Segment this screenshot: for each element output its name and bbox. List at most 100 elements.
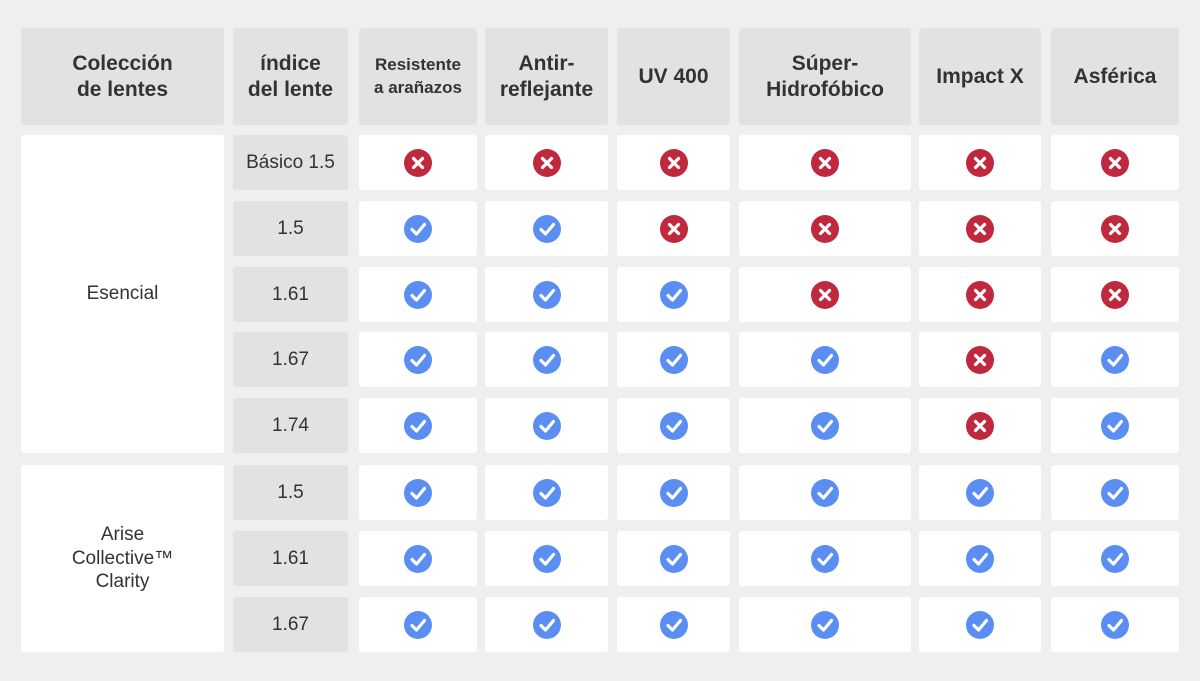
lens-index-label: Básico 1.5: [246, 151, 335, 173]
check-icon: [404, 345, 432, 374]
check-icon: [659, 478, 688, 507]
header-feature-3-label: Súper- Hidrofóbico: [766, 52, 884, 101]
feature-cell: [739, 597, 911, 652]
header-feature-3: Súper- Hidrofóbico: [739, 28, 911, 125]
header-feature-2-label: UV 400: [638, 64, 709, 88]
check-icon: [966, 610, 994, 639]
collection-name: Arise Collective™ Clarity: [21, 465, 224, 652]
feature-cell: [359, 465, 477, 520]
lens-index: 1.61: [233, 267, 348, 322]
lens-index-label: 1.5: [277, 217, 304, 239]
feature-cell: [1051, 201, 1179, 256]
check-icon: [532, 280, 561, 309]
lens-index-label: 1.61: [272, 547, 309, 569]
check-icon: [1101, 610, 1129, 639]
check-icon: [404, 280, 432, 309]
header-feature-0: Resistente a arañazos: [359, 28, 477, 125]
feature-cell: [919, 201, 1041, 256]
feature-cell: [1051, 398, 1179, 453]
feature-cell: [617, 597, 730, 652]
feature-cell: [485, 267, 608, 322]
lens-index: 1.61: [233, 531, 348, 586]
check-icon: [532, 345, 561, 374]
header-index: índice del lente: [233, 28, 348, 125]
feature-cell: [617, 398, 730, 453]
check-icon: [659, 544, 688, 573]
check-icon: [659, 411, 688, 440]
collection-name-label: Arise Collective™ Clarity: [71, 523, 174, 593]
check-icon: [1101, 345, 1129, 374]
feature-cell: [739, 398, 911, 453]
check-icon: [811, 411, 839, 440]
cross-icon: [1101, 214, 1129, 243]
feature-cell: [359, 531, 477, 586]
feature-cell: [919, 531, 1041, 586]
feature-cell: [739, 332, 911, 387]
cross-icon: [659, 148, 688, 177]
lens-index-label: 1.74: [272, 414, 309, 436]
cross-icon: [404, 148, 432, 177]
lens-index: 1.5: [233, 201, 348, 256]
check-icon: [966, 544, 994, 573]
cross-icon: [966, 280, 994, 309]
feature-cell: [919, 398, 1041, 453]
check-icon: [966, 478, 994, 507]
collection-name-label: Esencial: [86, 283, 159, 305]
header-feature-1-label: Antir- reflejante: [499, 52, 594, 101]
feature-cell: [617, 201, 730, 256]
lens-index-label: 1.61: [272, 283, 309, 305]
cross-icon: [811, 148, 839, 177]
feature-cell: [1051, 332, 1179, 387]
feature-cell: [919, 135, 1041, 190]
cross-icon: [811, 214, 839, 243]
check-icon: [532, 544, 561, 573]
check-icon: [1101, 544, 1129, 573]
lens-index: 1.67: [233, 332, 348, 387]
check-icon: [811, 345, 839, 374]
feature-cell: [919, 267, 1041, 322]
feature-cell: [617, 135, 730, 190]
feature-cell: [485, 531, 608, 586]
feature-cell: [359, 201, 477, 256]
feature-cell: [1051, 531, 1179, 586]
feature-cell: [359, 597, 477, 652]
feature-cell: [359, 267, 477, 322]
feature-cell: [359, 332, 477, 387]
check-icon: [532, 610, 561, 639]
header-feature-5: Asférica: [1051, 28, 1179, 125]
check-icon: [532, 411, 561, 440]
lens-index: 1.5: [233, 465, 348, 520]
check-icon: [1101, 411, 1129, 440]
lens-index: 1.74: [233, 398, 348, 453]
feature-cell: [919, 332, 1041, 387]
feature-cell: [1051, 597, 1179, 652]
check-icon: [404, 214, 432, 243]
cross-icon: [966, 214, 994, 243]
lens-index: Básico 1.5: [233, 135, 348, 190]
feature-cell: [617, 465, 730, 520]
cross-icon: [1101, 148, 1129, 177]
lens-index-label: 1.67: [272, 348, 309, 370]
check-icon: [532, 478, 561, 507]
feature-cell: [617, 267, 730, 322]
feature-cell: [617, 531, 730, 586]
header-feature-2: UV 400: [617, 28, 730, 125]
check-icon: [1101, 478, 1129, 507]
check-icon: [404, 411, 432, 440]
cross-icon: [966, 345, 994, 374]
collection-name: Esencial: [21, 135, 224, 453]
header-feature-1: Antir- reflejante: [485, 28, 608, 125]
header-feature-4-label: Impact X: [936, 64, 1024, 88]
feature-cell: [485, 332, 608, 387]
cross-icon: [966, 411, 994, 440]
feature-cell: [739, 267, 911, 322]
feature-cell: [919, 597, 1041, 652]
feature-cell: [739, 201, 911, 256]
header-feature-4: Impact X: [919, 28, 1041, 125]
check-icon: [404, 610, 432, 639]
feature-cell: [485, 135, 608, 190]
header-index-label: índice del lente: [247, 52, 334, 101]
cross-icon: [659, 214, 688, 243]
cross-icon: [1101, 280, 1129, 309]
feature-cell: [359, 135, 477, 190]
